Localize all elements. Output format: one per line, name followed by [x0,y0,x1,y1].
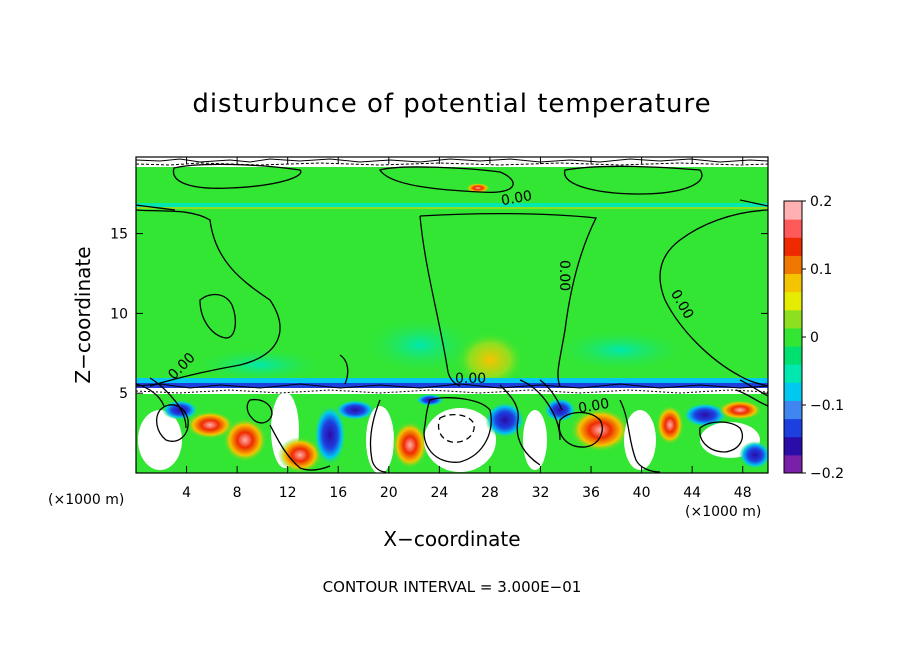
x-tick-label: 20 [380,485,398,501]
x-unit-left: (×1000 m) [48,492,124,508]
upper-stripe [136,203,768,207]
contour-label: 0.00 [455,371,486,387]
contour-label: 0.00 [556,260,572,291]
contour-interval-note: CONTOUR INTERVAL = 3.000E−01 [323,578,582,596]
interface-blue [136,383,768,388]
colorbar-swatch [784,201,802,220]
colorbar-swatch [784,219,802,238]
upper-stripe-edge [136,207,768,209]
x-tick-label: 16 [329,485,347,501]
colorbar-tick-label: 0 [810,330,819,346]
chart-title: disturbunce of potential temperature [192,89,711,119]
plot-frame [135,156,769,474]
colorbar-swatch [784,327,802,347]
x-unit-right: (×1000 m) [685,504,761,520]
colorbar-ticks: 0.2 0.1 0 −0.1 −0.2 [802,194,844,482]
x-tick-label: 40 [633,485,651,501]
colorbar-tick-label: −0.2 [810,466,844,482]
y-tick-label: 5 [119,386,128,402]
colorbar-swatch [784,237,802,256]
colorbar-tick-label: −0.1 [810,398,844,414]
y-ticks: 5 10 15 [110,227,768,402]
x-ticks: 4 8 12 16 20 24 28 32 36 40 44 48 [182,157,752,501]
x-tick-label: 4 [182,485,191,501]
colorbar-tick-label: 0.2 [810,194,832,210]
turbulent-blobs [138,392,768,473]
colorbar [784,201,802,474]
plot-area: 0.00 0.00 0.00 0.00 0.00 0.00 [136,157,768,473]
x-tick-label: 24 [430,485,448,501]
mid-cyan-patch-3 [190,347,330,383]
hot-spot-upper [466,183,490,193]
x-tick-label: 36 [582,485,600,501]
colorbar-tick-label: 0.1 [810,262,832,278]
colorbar-swatch [784,273,802,293]
x-tick-label: 44 [683,485,701,501]
colorbar-swatch [784,364,802,383]
mid-cyan-patch [360,315,480,375]
x-tick-label: 12 [279,485,297,501]
x-tick-label: 8 [233,485,242,501]
y-axis-label: Z−coordinate [71,246,95,383]
contour-label: 0.00 [577,396,610,417]
colorbar-swatch [784,382,802,401]
colorbar-swatch [784,309,802,329]
x-tick-label: 48 [734,485,752,501]
colorbar-swatch [784,418,802,438]
y-tick-label: 10 [110,306,128,322]
colorbar-swatch [784,291,802,311]
top-noise-band [136,157,768,167]
warm-patch [456,332,524,388]
mid-cyan-patch-2 [550,328,690,372]
x-axis-label: X−coordinate [383,527,520,551]
colorbar-swatch [784,436,802,456]
top-noise-contours [136,158,768,394]
x-tick-label: 32 [532,485,550,501]
colorbar-swatch [784,400,802,420]
x-tick-label: 28 [481,485,499,501]
colorbar-swatch [784,346,802,365]
colorbar-swatch [784,255,802,275]
y-tick-label: 15 [110,227,128,243]
colorbar-swatch [784,454,802,474]
contour-label: 0.00 [500,188,533,209]
